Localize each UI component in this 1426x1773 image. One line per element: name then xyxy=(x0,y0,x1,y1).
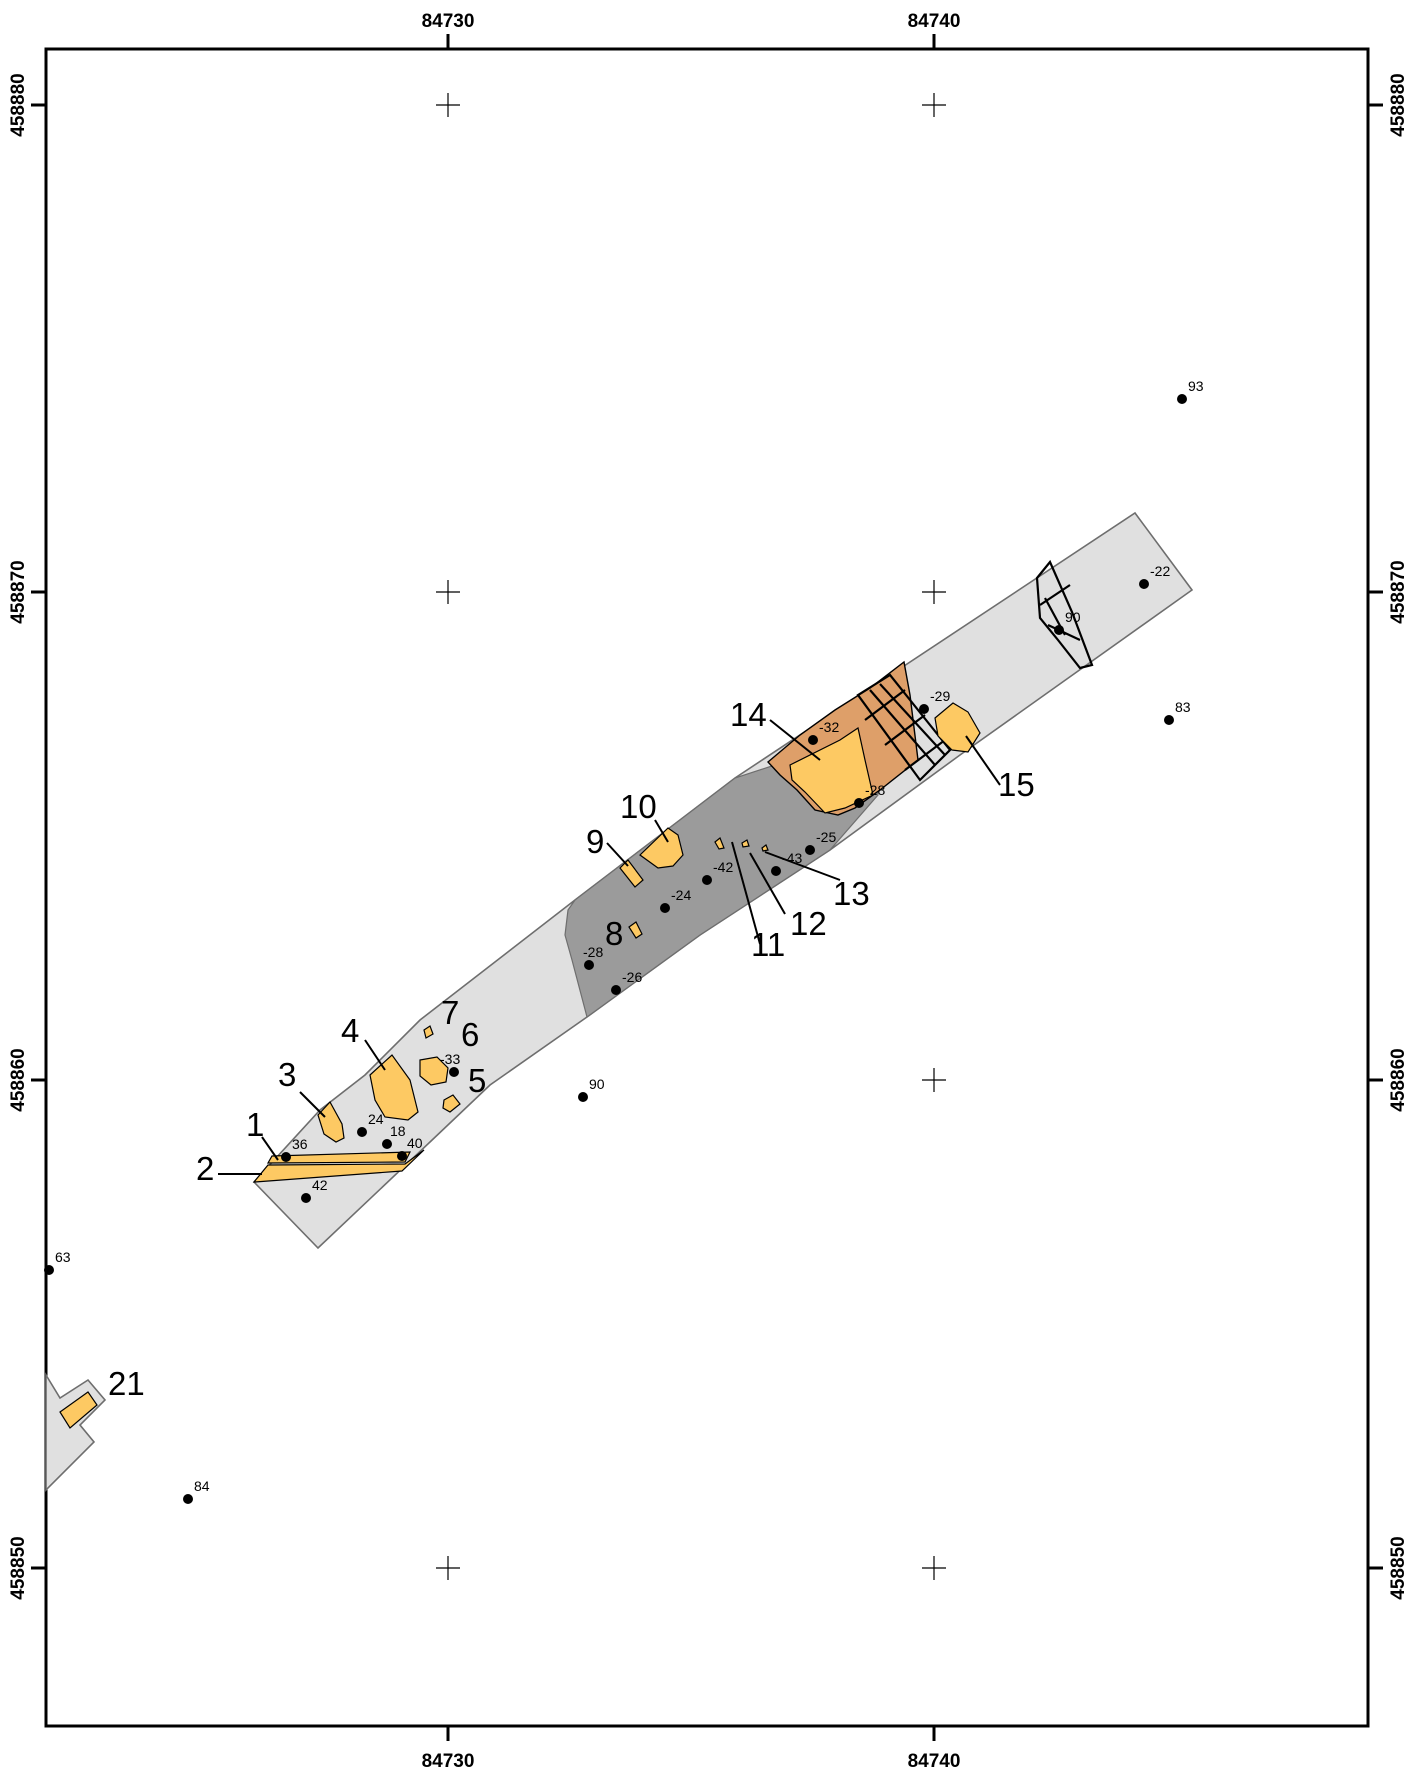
elevation-dot xyxy=(281,1152,291,1162)
feature-label-9: 9 xyxy=(586,823,604,860)
elevation-dot xyxy=(382,1139,392,1149)
feature-12-shape xyxy=(741,839,750,848)
dark-layer xyxy=(564,729,879,1019)
yellow-features xyxy=(59,702,981,1429)
elevation-dot xyxy=(1139,579,1149,589)
map-frame xyxy=(44,47,1370,1728)
feature-8-shape xyxy=(628,921,643,939)
elevation-label: -32 xyxy=(819,719,839,735)
elevation-dot xyxy=(808,735,818,745)
y-label-right-1: 458880 xyxy=(1388,73,1409,136)
y-label-left-1: 458880 xyxy=(8,73,29,136)
elevation-label: -25 xyxy=(816,829,836,845)
feature-label-1: 1 xyxy=(246,1106,264,1143)
elevation-label: -24 xyxy=(671,887,691,903)
axis-ticks xyxy=(31,34,1383,1741)
feature-10-shape xyxy=(639,827,684,869)
feature-4-shape xyxy=(369,1054,419,1121)
elevation-dot xyxy=(771,866,781,876)
trench-southwest xyxy=(45,1372,107,1492)
elevation-dot xyxy=(660,903,670,913)
x-label-top-2: 84740 xyxy=(908,11,961,32)
elevation-label: -29 xyxy=(930,688,950,704)
elevation-label: 36 xyxy=(292,1136,308,1152)
elevation-label: 18 xyxy=(390,1123,406,1139)
elevation-dot xyxy=(397,1151,407,1161)
y-label-left-4: 458850 xyxy=(8,1536,29,1599)
elevation-label: 84 xyxy=(194,1478,210,1494)
feature-2-shape xyxy=(252,1149,425,1183)
elevation-label: -42 xyxy=(713,859,733,875)
elevation-dot xyxy=(919,704,929,714)
elevation-dot xyxy=(702,875,712,885)
feature-label-6: 6 xyxy=(461,1016,479,1053)
feature-5-shape xyxy=(442,1094,461,1113)
elevation-dot xyxy=(449,1067,459,1077)
feature-numbers: 1 2 3 4 5 6 7 8 9 10 11 12 13 14 15 21 xyxy=(108,696,1035,1402)
y-label-left-3: 458860 xyxy=(8,1048,29,1111)
elevation-dot xyxy=(805,845,815,855)
elevation-dot xyxy=(611,985,621,995)
feature-3-shape xyxy=(317,1100,345,1143)
feature-label-13: 13 xyxy=(833,875,870,912)
hatched-structure xyxy=(856,673,952,782)
feature-label-14: 14 xyxy=(730,696,767,733)
feature-21-fill xyxy=(59,1391,98,1429)
elevation-dot xyxy=(301,1193,311,1203)
elevation-dot xyxy=(44,1265,54,1275)
feature-label-21: 21 xyxy=(108,1365,145,1402)
y-label-right-2: 458870 xyxy=(1388,560,1409,623)
y-label-right-3: 458860 xyxy=(1388,1048,1409,1111)
feature-label-12: 12 xyxy=(790,905,827,942)
elevation-label: -43 xyxy=(782,850,802,866)
y-label-left-2: 458870 xyxy=(8,560,29,623)
elevation-dot xyxy=(183,1494,193,1504)
feature-13-shape xyxy=(761,844,769,852)
feature-6-shape xyxy=(419,1056,449,1086)
elevation-dot xyxy=(578,1092,588,1102)
elevation-label: -22 xyxy=(1150,563,1170,579)
elevation-label: 90 xyxy=(589,1076,605,1092)
elevation-dot xyxy=(854,798,864,808)
feature-label-2: 2 xyxy=(196,1150,214,1187)
elevation-label: 90 xyxy=(1065,609,1081,625)
elevation-label: -28 xyxy=(583,944,603,960)
feature-label-7: 7 xyxy=(441,994,459,1031)
elevation-label: -26 xyxy=(622,969,642,985)
feature-label-11: 11 xyxy=(751,926,785,963)
x-label-bottom-1: 84730 xyxy=(422,1751,475,1772)
feature-label-3: 3 xyxy=(278,1056,296,1093)
elevation-label: -33 xyxy=(440,1051,460,1067)
leader-lines xyxy=(218,719,1001,1175)
elevation-dot xyxy=(1054,625,1064,635)
elevation-dot xyxy=(1177,394,1187,404)
elevation-dot xyxy=(357,1127,367,1137)
feature-label-4: 4 xyxy=(341,1012,359,1049)
elevation-label: 63 xyxy=(55,1249,71,1265)
x-label-bottom-2: 84740 xyxy=(908,1751,961,1772)
elevation-label: 93 xyxy=(1188,378,1204,394)
feature-11-shape xyxy=(714,837,725,850)
elevation-label: 40 xyxy=(407,1135,423,1151)
elevation-points: 93 -22 90 -29 83 -32 -28 -25 -43 -42 -24… xyxy=(44,378,1204,1504)
elevation-dot xyxy=(584,960,594,970)
feature-label-5: 5 xyxy=(468,1062,486,1099)
feature-label-10: 10 xyxy=(620,788,657,825)
elevation-label: -28 xyxy=(865,782,885,798)
elevation-label: 42 xyxy=(312,1177,328,1193)
elevation-label: 83 xyxy=(1175,699,1191,715)
feature-label-8: 8 xyxy=(605,915,623,952)
feature-7-shape xyxy=(423,1025,434,1039)
x-label-top-1: 84730 xyxy=(422,11,475,32)
feature-label-15: 15 xyxy=(998,766,1035,803)
y-label-right-4: 458850 xyxy=(1388,1536,1409,1599)
feature-1-shape xyxy=(266,1151,411,1164)
elevation-dot xyxy=(1164,715,1174,725)
elevation-label: 24 xyxy=(368,1111,384,1127)
